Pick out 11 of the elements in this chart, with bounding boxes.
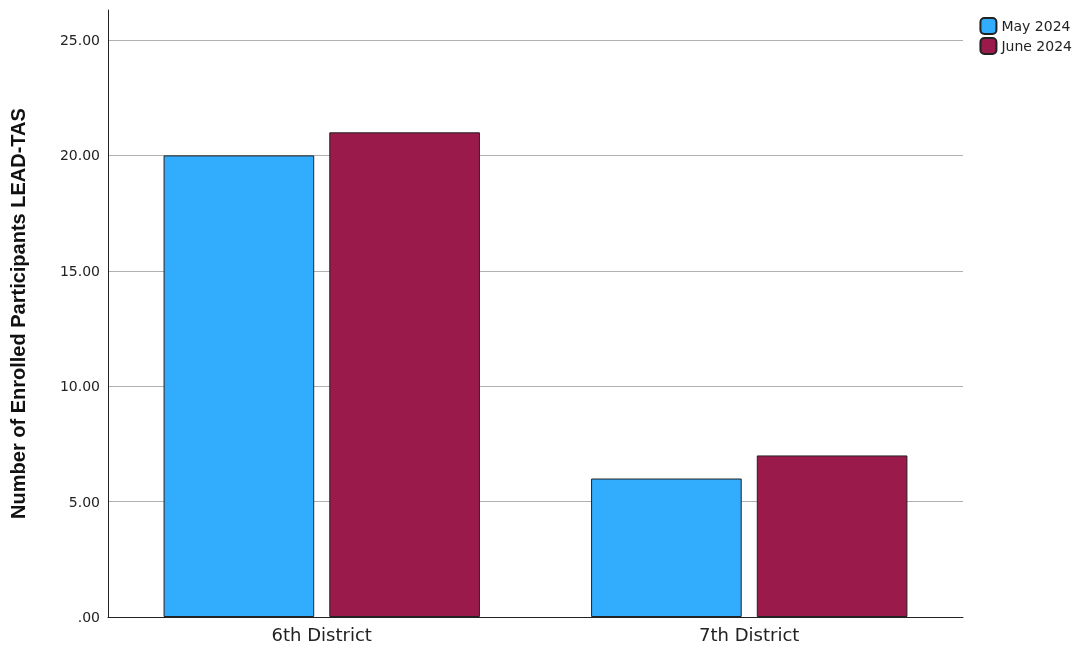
legend-label: May 2024 [1001, 18, 1071, 34]
y-tick-label: .00 [77, 609, 100, 625]
y-tick-label: 5.00 [68, 493, 100, 510]
y-tick-label: 25.00 [59, 32, 100, 48]
y-tick-label: 20.00 [59, 147, 100, 164]
legend-label: June 2024 [1000, 38, 1073, 54]
y-tick-label: 10.00 [59, 378, 100, 395]
x-tick-label: 6th District [271, 623, 372, 645]
y-axis-title: Number of Enrolled Participants LEAD-TAS [7, 108, 29, 519]
x-tick-label: 7th District [699, 623, 800, 645]
y-tick-label: 15.00 [59, 262, 100, 279]
